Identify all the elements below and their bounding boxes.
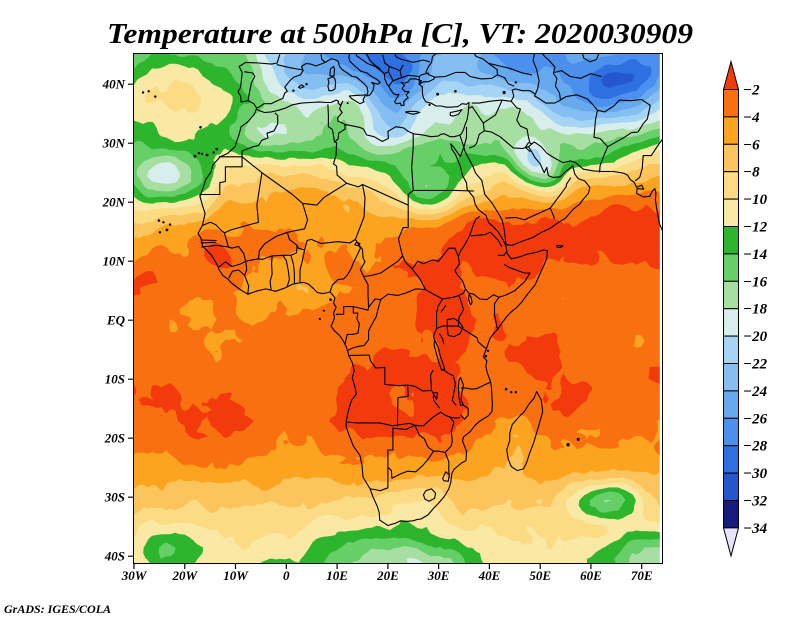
svg-text:−34: −34: [743, 521, 768, 537]
svg-text:−20: −20: [743, 329, 768, 345]
svg-text:−18: −18: [743, 302, 768, 318]
svg-text:0: 0: [283, 568, 290, 583]
svg-text:EQ: EQ: [106, 313, 126, 328]
svg-text:−12: −12: [743, 220, 768, 236]
svg-text:10E: 10E: [326, 568, 348, 583]
svg-text:20S: 20S: [104, 431, 125, 446]
svg-text:60E: 60E: [580, 568, 602, 583]
svg-text:−8: −8: [743, 165, 760, 181]
svg-text:20E: 20E: [376, 568, 399, 583]
svg-text:20N: 20N: [102, 195, 126, 210]
svg-text:−4: −4: [743, 110, 760, 126]
svg-text:10W: 10W: [223, 568, 249, 583]
svg-text:30S: 30S: [104, 490, 125, 505]
svg-text:−6: −6: [743, 137, 760, 153]
svg-text:−30: −30: [743, 466, 768, 482]
svg-text:−22: −22: [743, 357, 768, 373]
svg-text:−2: −2: [743, 83, 760, 99]
svg-text:40S: 40S: [104, 549, 125, 564]
svg-text:40E: 40E: [478, 568, 501, 583]
svg-text:−16: −16: [743, 274, 768, 290]
svg-text:−10: −10: [743, 192, 768, 208]
svg-text:−24: −24: [743, 384, 768, 400]
svg-text:−26: −26: [743, 411, 768, 427]
svg-text:30N: 30N: [102, 136, 126, 151]
svg-text:−14: −14: [743, 247, 768, 263]
svg-text:50E: 50E: [529, 568, 551, 583]
svg-text:−32: −32: [743, 494, 768, 510]
svg-text:30E: 30E: [427, 568, 450, 583]
svg-text:40N: 40N: [102, 77, 126, 92]
svg-text:20W: 20W: [172, 568, 199, 583]
svg-text:10N: 10N: [103, 254, 126, 269]
svg-text:30W: 30W: [121, 568, 148, 583]
svg-text:−28: −28: [743, 439, 768, 455]
svg-text:Temperature at 500hPa [C], VT:: Temperature at 500hPa [C], VT: 202003090…: [107, 18, 693, 50]
svg-text:10S: 10S: [105, 372, 125, 387]
svg-text:GrADS: IGES/COLA: GrADS: IGES/COLA: [4, 602, 111, 616]
svg-text:70E: 70E: [631, 568, 653, 583]
